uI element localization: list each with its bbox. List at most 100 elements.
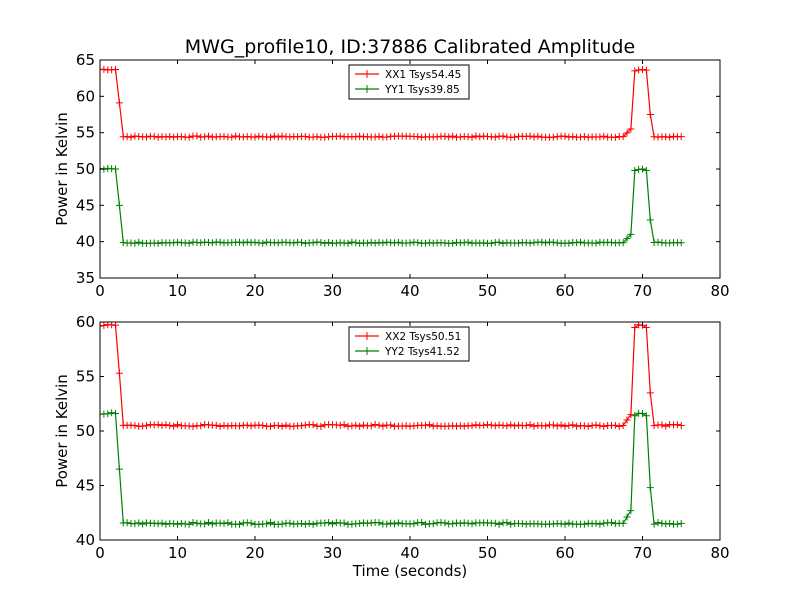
data-point-marker — [344, 239, 352, 247]
data-point-marker — [526, 421, 534, 429]
data-point-marker — [565, 519, 573, 527]
data-point-marker — [367, 239, 375, 247]
data-point-marker — [344, 422, 352, 430]
data-point-marker — [600, 422, 608, 430]
data-point-marker — [449, 239, 457, 247]
data-point-marker — [631, 67, 639, 75]
data-point-marker — [441, 132, 449, 140]
data-point-marker — [212, 421, 220, 429]
data-point-marker — [193, 132, 201, 140]
data-point-marker — [174, 421, 181, 429]
legend: XX2 Tsys50.51 YY2 Tsys41.52 — [348, 326, 470, 362]
data-point-marker — [115, 369, 123, 377]
data-point-marker — [449, 520, 457, 528]
data-point-marker — [553, 422, 561, 430]
x-tick-label: 40 — [400, 544, 419, 562]
data-point-marker — [309, 239, 317, 247]
data-point-marker — [205, 519, 212, 527]
data-point-marker — [441, 519, 449, 527]
data-point-marker — [208, 520, 216, 528]
data-point-marker — [356, 132, 364, 140]
data-point-marker — [220, 520, 228, 528]
data-point-marker — [115, 465, 123, 473]
data-point-marker — [561, 520, 569, 528]
data-point-marker — [189, 422, 197, 430]
x-tick-label: 70 — [633, 282, 652, 300]
y-tick-label: 60 — [76, 87, 95, 105]
data-point-marker — [247, 519, 255, 527]
data-point-marker — [522, 422, 530, 430]
data-point-marker — [201, 520, 209, 528]
data-point-marker — [542, 239, 550, 247]
y-tick-label: 50 — [76, 422, 95, 440]
data-point-marker — [584, 422, 592, 430]
data-point-marker — [224, 519, 232, 527]
data-point-marker — [666, 133, 674, 141]
data-point-marker — [100, 322, 104, 330]
data-point-marker — [449, 132, 457, 140]
data-point-marker — [220, 132, 228, 140]
x-tick-label: 10 — [168, 544, 187, 562]
data-point-marker — [580, 422, 588, 430]
data-point-marker — [267, 133, 274, 141]
data-point-marker — [406, 239, 414, 247]
data-point-marker — [588, 422, 596, 430]
data-point-marker — [561, 422, 569, 430]
legend-marker — [363, 332, 371, 340]
data-point-marker — [375, 238, 383, 246]
data-point-marker — [274, 133, 282, 141]
y-tick-label: 65 — [76, 51, 95, 69]
data-point-marker — [573, 422, 581, 430]
y-tick-label: 45 — [76, 196, 95, 214]
data-point-marker — [158, 422, 166, 430]
data-point-marker — [197, 422, 205, 430]
data-point-marker — [278, 520, 286, 528]
data-point-marker — [263, 238, 271, 246]
data-point-marker — [170, 520, 178, 528]
data-point-marker — [336, 132, 344, 140]
data-point-marker — [487, 239, 495, 247]
data-point-marker — [267, 518, 274, 526]
data-point-marker — [255, 132, 263, 140]
data-point-marker — [387, 421, 395, 429]
data-point-marker — [139, 520, 147, 528]
data-point-marker — [197, 239, 205, 247]
data-point-marker — [216, 422, 224, 430]
data-point-marker — [418, 519, 426, 527]
data-point-marker — [549, 238, 557, 246]
data-point-marker — [375, 519, 383, 527]
data-point-marker — [515, 239, 522, 247]
data-point-marker — [623, 416, 631, 424]
data-point-marker — [511, 422, 519, 430]
data-point-marker — [422, 421, 429, 429]
data-point-marker — [270, 132, 278, 140]
data-point-marker — [549, 133, 557, 141]
data-point-marker — [309, 520, 317, 528]
x-tick-label: 80 — [710, 544, 729, 562]
data-point-marker — [123, 519, 131, 527]
data-point-marker — [445, 133, 453, 141]
data-point-marker — [642, 323, 650, 331]
data-point-marker — [631, 412, 639, 420]
data-point-marker — [135, 238, 143, 246]
data-point-marker — [174, 520, 181, 528]
x-axis-label: Time (seconds) — [352, 562, 468, 580]
data-point-marker — [162, 133, 170, 141]
data-point-marker — [596, 133, 604, 141]
data-point-marker — [371, 421, 379, 429]
data-point-marker — [422, 520, 429, 528]
data-point-marker — [263, 520, 271, 528]
data-point-marker — [143, 133, 150, 141]
data-point-marker — [127, 133, 135, 141]
data-point-marker — [201, 133, 209, 141]
data-point-marker — [429, 422, 437, 430]
data-point-marker — [348, 238, 356, 246]
chart-panel-2: 0 10 20 30 40 50 60 70 80 40 45 50 55 60 Power in Kelv… — [53, 313, 730, 580]
y-axis-label: Power in Kelvin — [53, 112, 71, 226]
data-point-marker — [228, 133, 236, 141]
data-point-marker — [391, 520, 398, 528]
data-point-marker — [267, 422, 274, 430]
data-point-marker — [619, 239, 627, 247]
